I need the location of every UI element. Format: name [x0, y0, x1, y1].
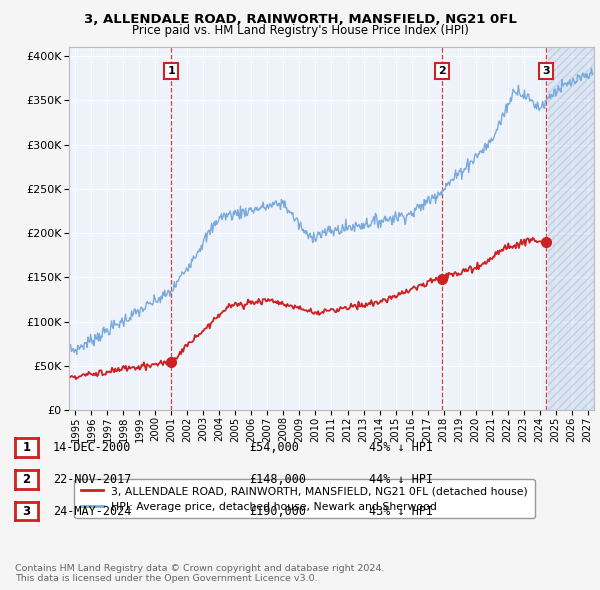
Bar — [548, 47, 594, 410]
Text: 24-MAY-2024: 24-MAY-2024 — [53, 504, 131, 517]
Text: 1: 1 — [167, 66, 175, 76]
Text: 14-DEC-2000: 14-DEC-2000 — [53, 441, 131, 454]
Text: £190,000: £190,000 — [249, 504, 306, 517]
Legend: 3, ALLENDALE ROAD, RAINWORTH, MANSFIELD, NG21 0FL (detached house), HPI: Average: 3, ALLENDALE ROAD, RAINWORTH, MANSFIELD,… — [74, 479, 535, 519]
Text: £148,000: £148,000 — [249, 473, 306, 486]
Text: Contains HM Land Registry data © Crown copyright and database right 2024.: Contains HM Land Registry data © Crown c… — [15, 565, 385, 573]
Text: 3: 3 — [22, 504, 31, 517]
Text: 2: 2 — [438, 66, 446, 76]
Text: 45% ↓ HPI: 45% ↓ HPI — [369, 441, 433, 454]
Text: 2: 2 — [22, 473, 31, 486]
Text: 43% ↓ HPI: 43% ↓ HPI — [369, 504, 433, 517]
Text: Price paid vs. HM Land Registry's House Price Index (HPI): Price paid vs. HM Land Registry's House … — [131, 24, 469, 37]
Text: 22-NOV-2017: 22-NOV-2017 — [53, 473, 131, 486]
Text: £54,000: £54,000 — [249, 441, 299, 454]
Text: 44% ↓ HPI: 44% ↓ HPI — [369, 473, 433, 486]
Text: 1: 1 — [22, 441, 31, 454]
Text: This data is licensed under the Open Government Licence v3.0.: This data is licensed under the Open Gov… — [15, 574, 317, 583]
Bar — [548, 47, 594, 410]
Text: 3: 3 — [542, 66, 550, 76]
Text: 3, ALLENDALE ROAD, RAINWORTH, MANSFIELD, NG21 0FL: 3, ALLENDALE ROAD, RAINWORTH, MANSFIELD,… — [83, 13, 517, 26]
